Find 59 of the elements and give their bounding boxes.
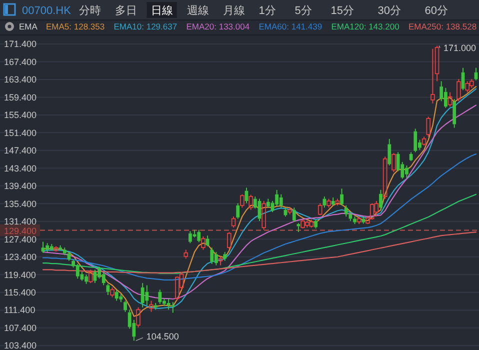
text: EMA60: 141.439	[258, 22, 322, 32]
candlestick	[444, 87, 448, 108]
text: EMA10: 129.637	[114, 22, 178, 32]
candlestick	[331, 196, 335, 206]
candlestick	[166, 298, 170, 310]
candlestick	[340, 188, 344, 206]
annotation: 171.000	[443, 42, 476, 53]
candlestick	[409, 152, 413, 162]
y-tick-label: 123.400	[4, 252, 37, 262]
candlestick	[140, 282, 144, 308]
text: EMA	[19, 22, 38, 32]
text: 00700.HK	[22, 5, 72, 17]
text: 分時	[78, 4, 101, 17]
y-tick-label: 143.400	[4, 163, 37, 174]
candlestick	[314, 219, 318, 229]
y-tick-label: 111.400	[4, 305, 36, 316]
candlestick	[452, 98, 456, 128]
text: EMA250: 138.528	[408, 22, 477, 32]
candlestick	[158, 289, 162, 304]
text: 週線	[186, 5, 209, 17]
ref-line-label: 129.400	[4, 226, 37, 236]
candlestick	[348, 212, 352, 222]
candlestick	[114, 289, 118, 302]
y-tick-label: 119.400	[4, 270, 36, 280]
candlestick	[210, 247, 214, 264]
candlestick	[275, 189, 279, 207]
y-tick-label: 139.400	[4, 181, 37, 192]
text: 5分	[294, 5, 312, 17]
y-tick-label: 103.400	[4, 340, 37, 350]
text: 月線	[222, 5, 245, 17]
candlestick	[292, 207, 296, 222]
candlestick	[119, 294, 123, 303]
y-tick-label: 171.400	[4, 39, 37, 50]
y-tick-label: 127.400	[4, 234, 37, 244]
y-tick-label: 131.400	[4, 216, 37, 227]
text: EMA120: 143.200	[331, 22, 400, 32]
text: 1分	[258, 5, 276, 17]
text: 15分	[330, 5, 354, 17]
text: 日線	[150, 5, 173, 17]
y-tick-label: 115.400	[4, 287, 36, 298]
candlestick	[296, 222, 300, 233]
y-tick-label: 167.400	[4, 56, 37, 67]
y-tick-label: 147.400	[4, 146, 37, 156]
text: 60分	[424, 5, 448, 17]
candlestick	[379, 189, 382, 210]
y-tick-label: 155.400	[4, 110, 37, 120]
y-tick-label: 135.400	[4, 198, 37, 209]
y-tick-label: 107.400	[4, 322, 37, 333]
candlestick	[171, 302, 175, 314]
text: EMA5: 128.353	[46, 22, 105, 32]
y-tick-label: 163.400	[4, 74, 37, 85]
y-tick-label: 151.400	[4, 128, 37, 138]
candlestick	[84, 274, 88, 284]
text: 30分	[378, 5, 402, 17]
annotation: 104.500	[146, 332, 179, 342]
candlestick	[388, 138, 392, 166]
text: EMA20: 133.004	[186, 22, 250, 32]
y-tick-label: 159.400	[4, 92, 37, 102]
text: 多日	[114, 5, 137, 17]
